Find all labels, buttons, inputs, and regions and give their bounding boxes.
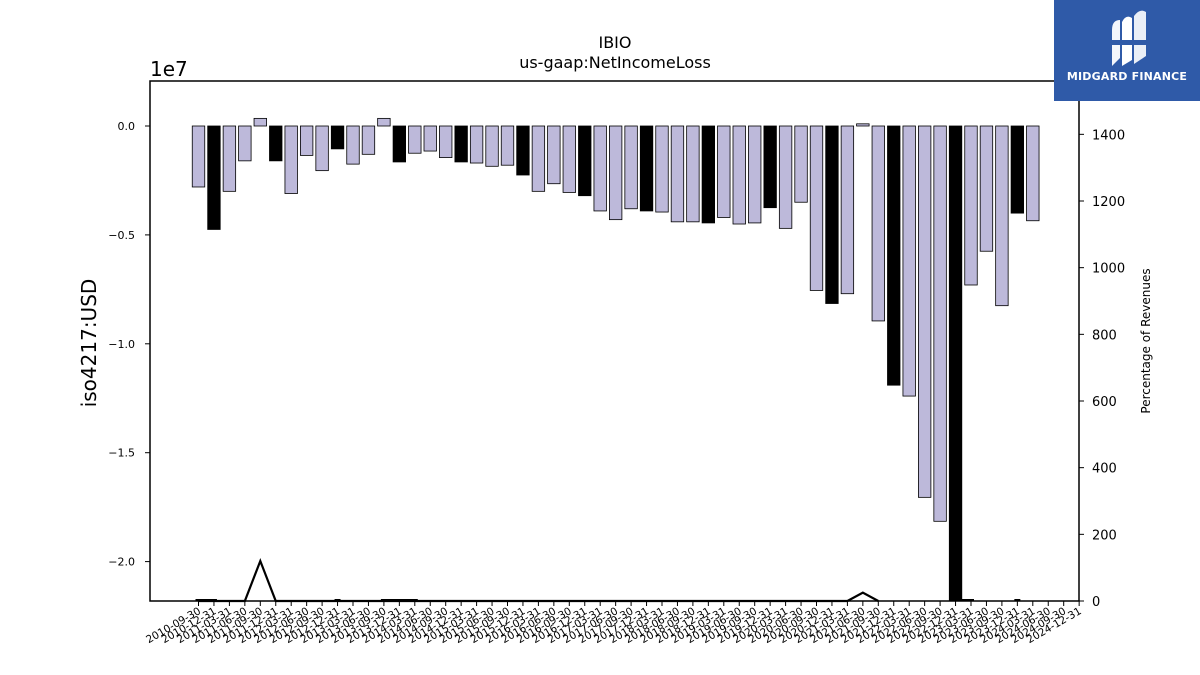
bar-2021-06-30	[856, 123, 870, 127]
bar-2022-09-30	[933, 125, 947, 522]
bar-2017-03-31	[593, 125, 607, 212]
y-offset-label: 1e7	[150, 57, 188, 81]
y2-axis-ticks: 0 200 400 600 800 1000 1200 1400	[1079, 128, 1125, 610]
bar-2015-03-31	[469, 125, 484, 164]
bar-2023-03-31	[964, 125, 978, 286]
bar-2012-06-30	[299, 125, 314, 156]
bar-2018-06-30	[670, 125, 685, 223]
bar-2012-03-31	[284, 125, 298, 194]
y2-tick-label: 1400	[1092, 128, 1125, 143]
bar-2021-12-31	[887, 125, 901, 386]
bar-2012-09-30	[315, 125, 329, 172]
bar-2014-06-30	[423, 125, 437, 152]
bar-2013-06-30	[361, 125, 376, 155]
bar-2016-06-30	[547, 125, 561, 185]
y2-tick-label: 400	[1092, 462, 1117, 477]
logo-text: MIDGARD FINANCE	[1066, 70, 1188, 83]
bar-2013-12-31	[392, 125, 407, 163]
bar-2020-12-31	[825, 125, 839, 304]
bar-2016-09-30	[562, 125, 576, 193]
bar-2022-06-30	[918, 125, 932, 498]
bar-2023-09-30	[995, 125, 1009, 307]
bar-2010-12-31	[207, 125, 221, 230]
bar-2018-03-31	[655, 125, 669, 213]
bar-2018-12-31	[701, 125, 715, 224]
bar-2017-06-30	[609, 125, 623, 221]
bar-2011-06-30	[238, 125, 252, 162]
bar-2020-03-31	[778, 125, 793, 229]
plot-frame	[149, 80, 1080, 602]
y2-tick-label: 1200	[1092, 195, 1125, 210]
bar-2013-09-30	[377, 117, 391, 127]
y2-tick-label: 0	[1092, 595, 1100, 610]
bar-2023-06-30	[979, 125, 994, 252]
bar-2010-09-30	[191, 125, 206, 188]
bar-2019-03-31	[717, 125, 731, 218]
bar-2017-09-30	[624, 125, 638, 210]
y-tick-label: −1.0	[108, 338, 135, 351]
y2-tick-label: 600	[1092, 395, 1117, 410]
bar-2022-12-31	[948, 125, 963, 602]
y2-axis-label: Percentage of Revenues	[1139, 268, 1153, 413]
x-axis-ticks: 2010-09-302010-12-312011-03-312011-06-30…	[144, 601, 1084, 646]
bar-2015-06-30	[485, 125, 499, 167]
y-axis-ticks: 0.0 −0.5 −1.0 −1.5 −2.0	[108, 120, 150, 569]
bar-2019-12-31	[763, 125, 777, 209]
y2-tick-label: 1000	[1092, 262, 1125, 277]
bar-2022-03-31	[902, 125, 916, 397]
bar-2012-12-31	[330, 125, 345, 150]
chart-subtitle: us-gaap:NetIncomeLoss	[519, 53, 711, 72]
bar-2014-12-31	[454, 125, 468, 163]
bar-2021-03-31	[840, 125, 855, 295]
bar-2020-06-30	[794, 125, 808, 203]
bar-2015-12-31	[516, 125, 530, 176]
bar-2018-09-30	[686, 125, 700, 223]
y-tick-label: −0.5	[108, 229, 135, 242]
midgard-logo-icon	[1110, 10, 1148, 67]
y-axis-label: iso4217:USD	[77, 279, 101, 408]
bar-2019-09-30	[748, 125, 762, 224]
midgard-logo: MIDGARD FINANCE	[1054, 0, 1200, 101]
bar-2011-12-31	[269, 125, 283, 162]
bar-2011-09-30	[253, 117, 267, 127]
bar-series	[191, 117, 1040, 602]
bar-2021-09-30	[871, 125, 885, 322]
bar-2011-03-31	[222, 125, 237, 192]
bar-2014-09-30	[439, 125, 453, 158]
ratio-series	[195, 557, 1021, 603]
bar-2014-03-31	[408, 125, 422, 154]
bar-2013-03-31	[346, 125, 360, 165]
bar-2024-03-31	[1026, 125, 1040, 222]
y2-tick-label: 200	[1092, 528, 1117, 543]
bar-2015-09-30	[500, 125, 515, 166]
bar-2023-12-31	[1010, 125, 1024, 214]
y-tick-label: −2.0	[108, 556, 135, 569]
chart-title: IBIO	[598, 33, 631, 52]
ratio-line	[198, 557, 879, 603]
bar-2017-12-31	[639, 125, 654, 212]
bar-2020-09-30	[809, 125, 824, 291]
bar-2016-03-31	[531, 125, 546, 192]
y-tick-label: 0.0	[118, 120, 136, 133]
y-tick-label: −1.5	[108, 447, 135, 460]
bar-2016-12-31	[578, 125, 592, 197]
y2-tick-label: 800	[1092, 328, 1117, 343]
bar-2019-06-30	[732, 125, 746, 225]
